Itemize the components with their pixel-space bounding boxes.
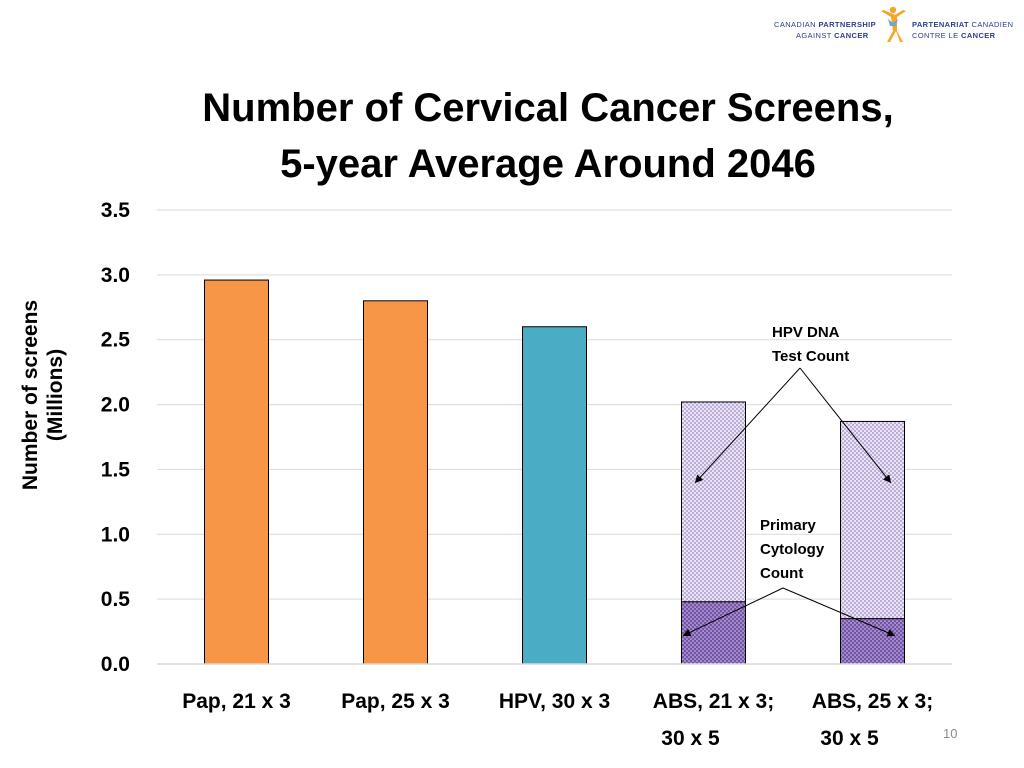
annotation-2-line: Cytology	[760, 541, 825, 558]
x-tick-label: ABS, 25 x 3;	[812, 690, 933, 713]
partnership-logo: CANADIAN PARTNERSHIP AGAINST CANCER PART…	[772, 4, 1013, 44]
y-tick-label: 1.0	[101, 523, 130, 546]
axes: 0.0 0.5 1.0 1.5 2.0 2.5 3.0 3.5 Pap, 21 x 3 Pap, …	[101, 199, 952, 750]
page-number: 10	[943, 726, 958, 741]
y-tick-label: 2.0	[101, 394, 130, 417]
x-tick-label: Pap, 25 x 3	[341, 690, 450, 713]
annotation-1-arrow	[799, 367, 892, 484]
logo-figure-head	[889, 6, 897, 14]
bar-4-segment-1	[681, 601, 746, 665]
y-tick-label: 0.5	[101, 588, 131, 611]
annotations: HPV DNA Test Count Primary Cytology Count	[682, 324, 896, 637]
logo-fr-line2: CONTRE LE CANCER	[912, 31, 996, 40]
logo-en-line1: CANADIAN PARTNERSHIP	[774, 20, 877, 29]
chart-title-line-1: Number of Cervical Cancer Screens,	[202, 86, 894, 130]
bar-5-segment-1	[840, 618, 905, 665]
annotation-1-arrow	[694, 367, 801, 484]
x-tick-label: 30 x 5	[820, 727, 879, 750]
x-tick-label: 30 x 5	[661, 727, 720, 750]
annotation-1-line: HPV DNA	[772, 324, 840, 341]
bars	[204, 279, 905, 665]
x-tick-label: Pap, 21 x 3	[182, 690, 291, 713]
annotation-1-line: Test Count	[772, 348, 849, 365]
y-tick-label: 3.0	[101, 264, 130, 287]
annotation-2-line: Count	[760, 565, 803, 582]
y-tick-label: 3.5	[101, 199, 131, 222]
bar-3-segment-1	[522, 326, 587, 665]
annotation-2-line: Primary	[760, 517, 817, 534]
bar-2-segment-1	[363, 300, 428, 665]
annotation-2-arrow	[782, 587, 896, 637]
bar-1-segment-1	[204, 279, 269, 665]
y-tick-label: 2.5	[101, 329, 131, 352]
bar-4-segment-2	[681, 401, 746, 603]
bar-5-segment-2	[840, 420, 905, 620]
logo-figure-icon	[881, 6, 906, 42]
chart-title: Number of Cervical Cancer Screens, 5-yea…	[150, 80, 946, 192]
logo-en-line2: AGAINST CANCER	[796, 31, 869, 40]
y-tick-label: 1.5	[101, 458, 131, 481]
logo-figure-accent	[888, 19, 898, 26]
annotation-2-arrow	[682, 587, 784, 637]
chart-title-line-2: 5-year Average Around 2046	[280, 142, 816, 186]
x-tick-label: ABS, 21 x 3;	[653, 690, 774, 713]
x-tick-label: HPV, 30 x 3	[499, 690, 610, 713]
logo-fr-line1: PARTENARIAT CANADIEN	[912, 20, 1014, 29]
y-tick-label: 0.0	[101, 653, 130, 676]
